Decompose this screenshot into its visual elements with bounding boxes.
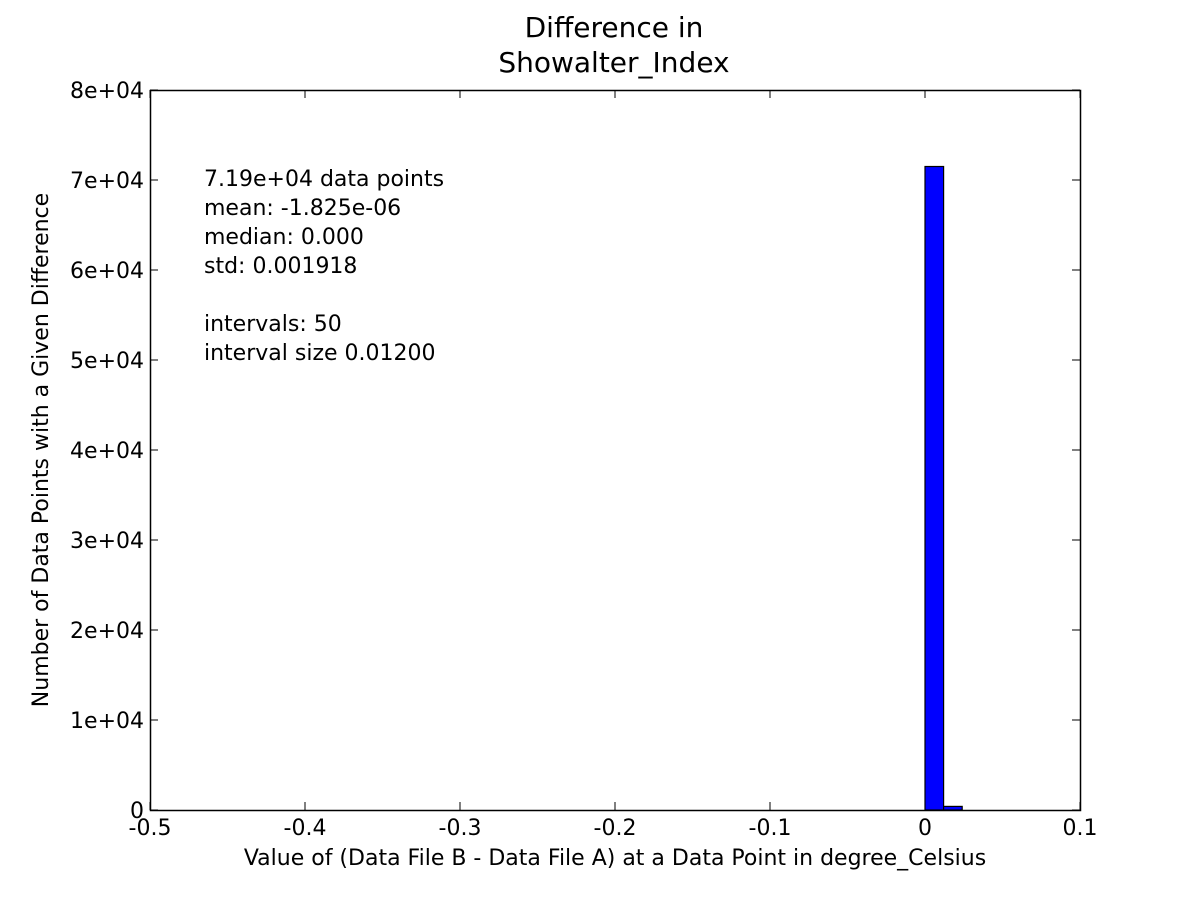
- y-tick-label: 1e+04: [70, 709, 144, 734]
- annotation-line: std: 0.001918: [204, 254, 357, 279]
- plot-frame: [149, 89, 1082, 812]
- y-tick-label: 0: [130, 799, 144, 824]
- histogram-bars: [924, 165, 963, 811]
- annotation-line: median: 0.000: [204, 225, 364, 250]
- y-tick-label: 5e+04: [70, 349, 144, 374]
- x-tick-label: 0: [918, 816, 932, 841]
- y-axis-label: Number of Data Points with a Given Diffe…: [29, 193, 54, 707]
- annotation-line: interval size 0.01200: [204, 341, 436, 366]
- x-axis-label: Value of (Data File B - Data File A) at …: [244, 846, 986, 871]
- annotation-line: mean: -1.825e-06: [204, 196, 401, 221]
- y-tick-label: 8e+04: [70, 79, 144, 104]
- histogram-bar: [942, 805, 963, 811]
- y-tick-label: 2e+04: [70, 619, 144, 644]
- x-tick-label: -0.3: [439, 816, 482, 841]
- y-tick-label: 6e+04: [70, 259, 144, 284]
- annotation-line: 7.19e+04 data points: [204, 167, 444, 192]
- chart-title-line-1: Difference in: [525, 11, 704, 44]
- x-tick-label: -0.5: [129, 816, 172, 841]
- x-tick-label: -0.4: [284, 816, 327, 841]
- y-tick-label: 3e+04: [70, 529, 144, 554]
- x-tick-label: -0.2: [594, 816, 637, 841]
- annotation-line: intervals: 50: [204, 312, 342, 337]
- stats-annotation: 7.19e+04 data points mean: -1.825e-06 medi…: [204, 167, 444, 366]
- chart-title-line-2: Showalter_Index: [498, 46, 729, 79]
- x-tick-label: 0.1: [1063, 816, 1098, 841]
- histogram-bar: [924, 165, 945, 811]
- y-tick-label: 7e+04: [70, 169, 144, 194]
- y-tick-label: 4e+04: [70, 439, 144, 464]
- axis-ticks: -0.5 -0.4 -0.3 -0.2 -0.1 0 0.1 0 1e+04 2e+04 3e+04…: [70, 79, 1097, 841]
- x-tick-label: -0.1: [749, 816, 792, 841]
